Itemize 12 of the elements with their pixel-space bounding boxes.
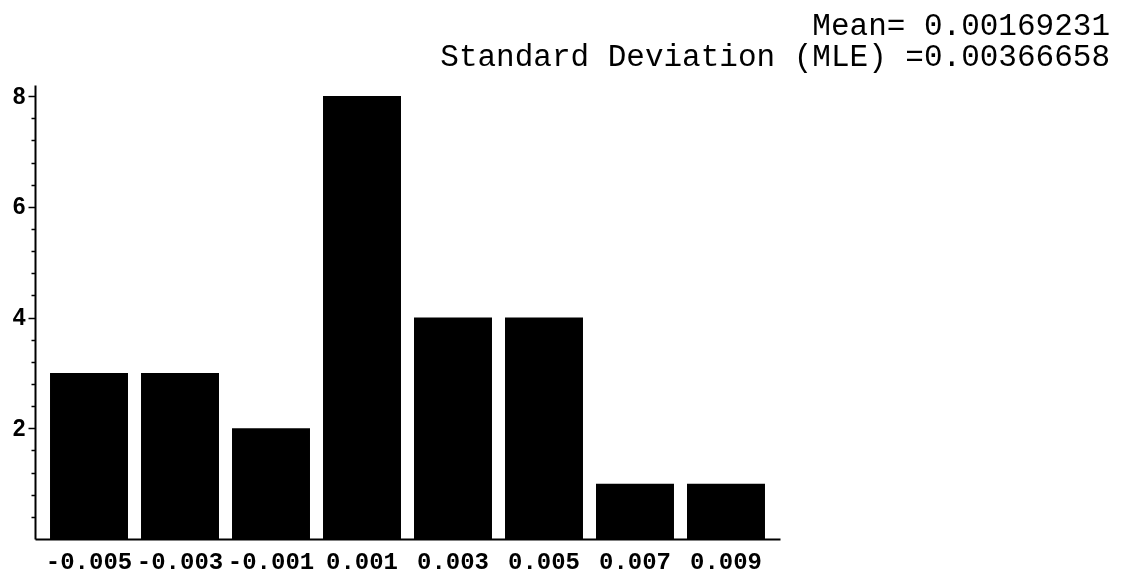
y-tick-label: 2 <box>12 414 26 441</box>
x-tick-label: 0.005 <box>507 548 580 576</box>
x-tick-label: 0.009 <box>689 548 762 576</box>
y-tick-label: 6 <box>12 193 26 220</box>
x-tick-label: 0.007 <box>598 548 671 576</box>
x-tick-label: -0.001 <box>227 548 315 576</box>
x-tick-label: 0.001 <box>325 548 399 576</box>
x-tick-label: -0.005 <box>45 548 133 576</box>
x-tick-label: -0.003 <box>136 548 224 576</box>
y-tick-label: 8 <box>12 82 26 109</box>
y-tick-label: 4 <box>12 304 26 331</box>
x-tick-label: 0.003 <box>416 548 490 576</box>
